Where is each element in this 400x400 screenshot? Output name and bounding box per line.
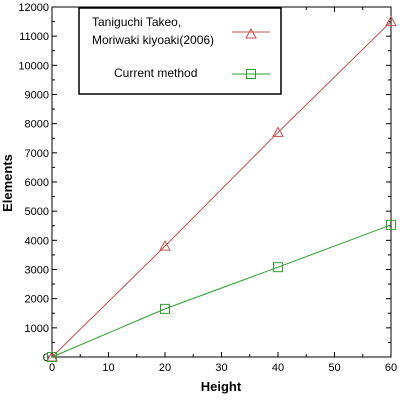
data-point-2 (47, 352, 57, 362)
y-tick-label: 2000 (25, 294, 49, 306)
y-tick-label: 0 (43, 352, 49, 364)
data-point-2 (160, 303, 170, 314)
y-tick-label: 1000 (25, 323, 49, 335)
x-tick-label: 10 (102, 362, 114, 374)
x-tick-label: 20 (159, 362, 171, 374)
legend: Taniguchi Takeo, Moriwaki kiyoaki(2006) Cu… (78, 7, 282, 95)
y-tick-label: 6000 (25, 177, 49, 189)
legend-marker-1 (245, 27, 257, 39)
x-tick-label: 40 (272, 362, 284, 374)
x-axis-title: Height (201, 379, 242, 394)
legend-label-1: Moriwaki kiyoaki(2006) (92, 33, 214, 47)
legend-label-2: Current method (114, 66, 197, 80)
x-tick-label: 60 (385, 362, 397, 374)
y-tick-label: 3000 (25, 265, 49, 277)
x-tick-label: 30 (215, 362, 227, 374)
legend-label-1: Taniguchi Takeo, (92, 15, 181, 29)
y-tick-label: 12000 (18, 2, 49, 14)
x-tick-label: 50 (328, 362, 340, 374)
series-line-1 (51, 21, 392, 358)
plot-area: 0100020003000400050006000700080009000100… (18, 2, 397, 374)
y-tick-label: 8000 (25, 119, 49, 131)
data-point-1 (272, 126, 284, 137)
y-tick-label: 10000 (18, 60, 49, 72)
y-tick-label: 7000 (25, 148, 49, 160)
legend-box (78, 7, 282, 95)
legend-marker-2 (246, 69, 256, 79)
series-line-2 (51, 224, 392, 358)
y-axis-title: Elements (0, 154, 15, 212)
data-point-1 (385, 15, 397, 27)
data-point-2 (273, 262, 283, 273)
y-tick-label: 5000 (25, 206, 49, 218)
y-tick-label: 4000 (25, 235, 49, 247)
y-tick-label: 9000 (25, 90, 49, 102)
data-point-2 (386, 219, 396, 230)
y-tick-label: 11000 (19, 31, 49, 43)
x-tick-label: 0 (49, 362, 55, 374)
data-point-1 (159, 240, 171, 251)
